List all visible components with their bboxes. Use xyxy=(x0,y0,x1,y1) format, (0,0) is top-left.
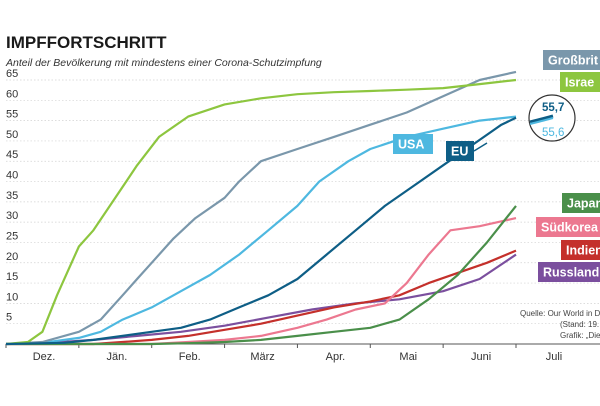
chart-title: IMPFFORTSCHRITT xyxy=(6,33,167,52)
y-tick-label: 10 xyxy=(6,291,18,303)
source-note: Quelle: Our World in Da (Stand: 19. Grafik… xyxy=(520,309,600,340)
series-label-bg xyxy=(446,141,474,161)
x-tick-label: März xyxy=(250,351,274,363)
series-line-usa xyxy=(5,115,517,346)
series-label-bg xyxy=(560,72,600,92)
y-tick-label: 35 xyxy=(6,190,18,202)
y-tick-label: 60 xyxy=(6,88,18,100)
magnifier-eu-line xyxy=(529,114,554,124)
x-tick-label: Feb. xyxy=(179,351,201,363)
x-tick-label: Jän. xyxy=(106,351,127,363)
y-tick-label: 55 xyxy=(6,109,18,121)
series-label-russland: Russland xyxy=(543,266,599,280)
series-line-israel xyxy=(5,78,517,346)
source-line: (Stand: 19. xyxy=(560,320,599,329)
grid-layer xyxy=(6,79,600,325)
value-magnifier: 55,7 55,6 xyxy=(528,94,576,142)
series-line-indien xyxy=(6,249,517,346)
series-line-japan xyxy=(6,205,517,346)
chart-subtitle: Anteil der Bevölkerung mit mindestens ei… xyxy=(5,57,322,69)
label-layer: Großbrit Israe USA EU Japan Südkorea Indien Rus… xyxy=(393,50,600,282)
series-label-indien: Indien xyxy=(566,244,600,258)
source-line: Quelle: Our World in Da xyxy=(520,309,600,318)
y-tick-label: 40 xyxy=(6,170,18,182)
series-label-japan: Japan xyxy=(567,197,600,211)
axis-layer: 5 10 15 20 25 30 35 40 45 50 55 60 65 Dez. Jän. Feb. Mär… xyxy=(5,68,600,363)
y-tick-label: 5 xyxy=(6,312,12,324)
x-tick-label: Dez. xyxy=(33,351,56,363)
y-tick-label: 50 xyxy=(6,129,18,141)
x-tick-label: Mai xyxy=(399,351,417,363)
x-tick-label: Juli xyxy=(546,351,563,363)
eu-callout-line xyxy=(473,142,488,152)
series-label-bg xyxy=(562,193,600,213)
series-label-bg xyxy=(561,240,600,260)
y-tick-label: 25 xyxy=(6,230,18,242)
x-tick-label: Apr. xyxy=(326,351,346,363)
series-label-bg xyxy=(543,50,600,70)
annotation-eu-value: 55,7 xyxy=(542,102,564,114)
x-tick-label: Juni xyxy=(471,351,491,363)
series-label-bg xyxy=(393,134,433,154)
series-label-usa: USA xyxy=(398,138,424,152)
series-label-südkorea: Südkorea xyxy=(541,221,599,235)
series-label-bg xyxy=(538,262,600,282)
series-layer xyxy=(5,70,517,346)
y-tick-label: 15 xyxy=(6,271,18,283)
series-label-eu: EU xyxy=(451,145,468,159)
series-label-israel: Israe xyxy=(565,76,594,90)
source-line: Grafik: „Die Presse“ · N xyxy=(560,331,600,340)
y-tick-label: 45 xyxy=(6,149,18,161)
series-label-bg xyxy=(536,217,600,237)
series-label-großbritannien: Großbrit xyxy=(548,54,599,68)
series-line-großbritannien xyxy=(5,70,517,346)
annotation-usa-value: 55,6 xyxy=(542,127,564,139)
series-line-südkorea xyxy=(6,217,517,346)
y-tick-label: 30 xyxy=(6,210,18,222)
magnifier-usa-line xyxy=(529,117,554,125)
y-tick-label: 20 xyxy=(6,251,18,263)
y-tick-label: 65 xyxy=(6,68,18,80)
series-line-eu xyxy=(5,116,517,346)
